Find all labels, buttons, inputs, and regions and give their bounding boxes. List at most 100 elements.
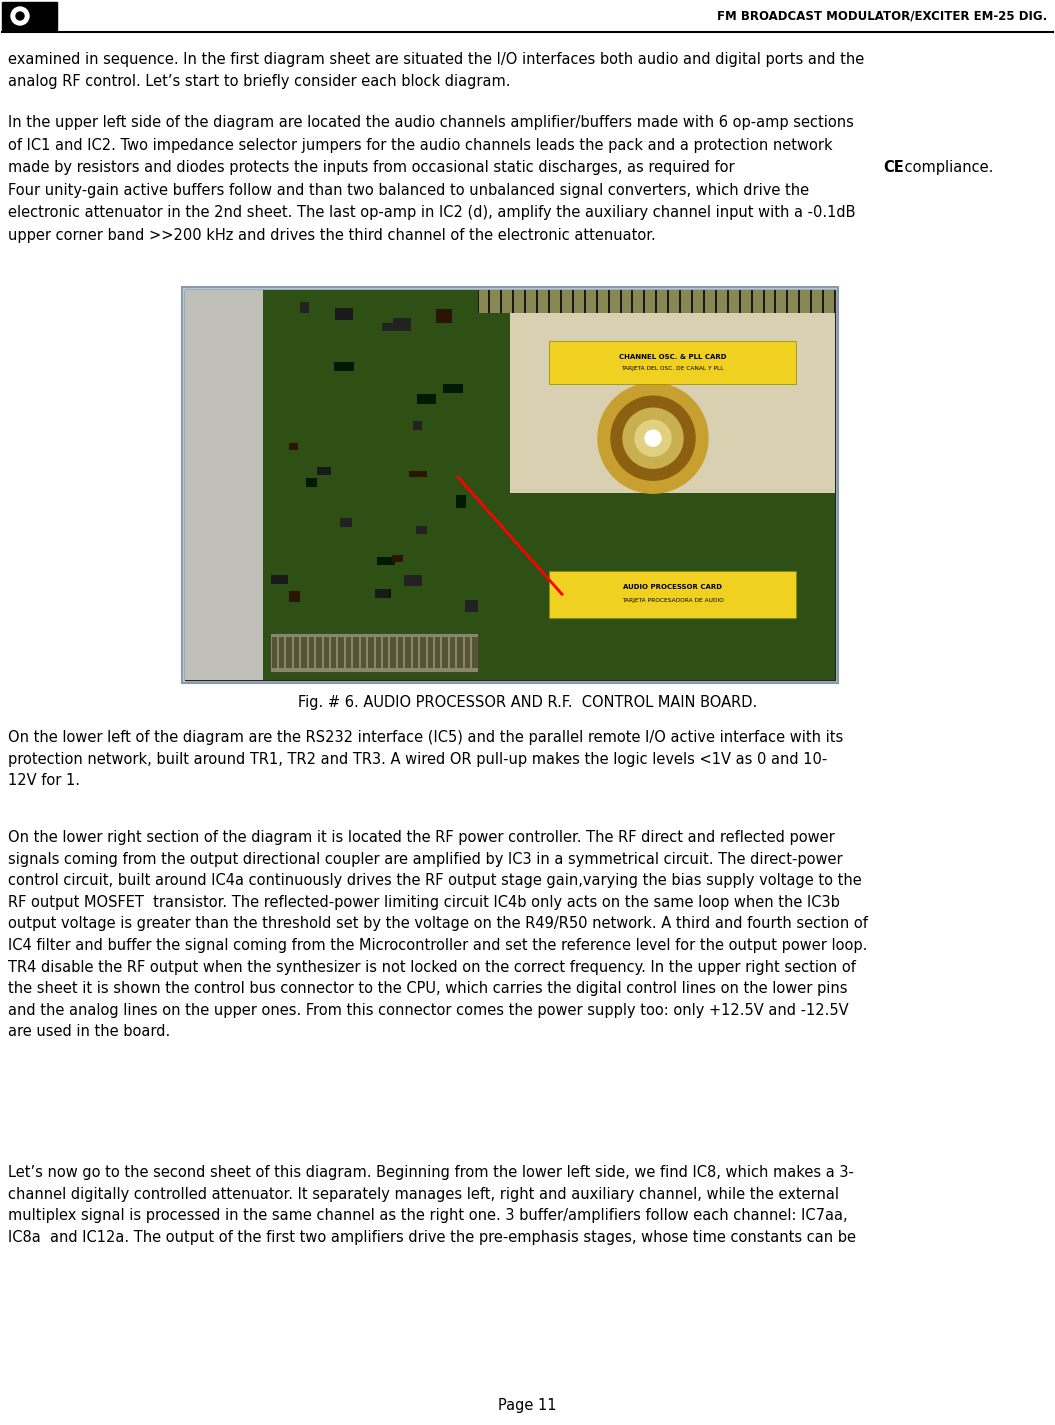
- Bar: [657, 291, 667, 314]
- Bar: [812, 291, 822, 314]
- Circle shape: [624, 408, 683, 469]
- Bar: [502, 291, 513, 314]
- Text: On the lower right section of the diagram it is located the RF power controller.: On the lower right section of the diagra…: [8, 829, 868, 1039]
- Circle shape: [645, 430, 661, 446]
- Bar: [413, 637, 418, 668]
- Text: On the lower left of the diagram are the RS232 interface (IC5) and the parallel : On the lower left of the diagram are the…: [8, 730, 843, 788]
- Bar: [279, 637, 285, 668]
- Bar: [801, 291, 810, 314]
- Text: Four unity-gain active buffers follow and than two balanced to unbalanced signal: Four unity-gain active buffers follow an…: [8, 182, 809, 198]
- Bar: [633, 291, 644, 314]
- Bar: [339, 637, 344, 668]
- Bar: [417, 395, 436, 403]
- Text: made by resistors and diodes protects the inputs from occasional static discharg: made by resistors and diodes protects th…: [8, 160, 740, 175]
- Bar: [383, 637, 388, 668]
- Bar: [682, 291, 691, 314]
- Bar: [824, 291, 835, 314]
- Circle shape: [11, 7, 28, 26]
- Bar: [465, 600, 478, 611]
- Bar: [409, 470, 427, 477]
- Bar: [741, 291, 750, 314]
- Bar: [586, 291, 596, 314]
- Bar: [449, 637, 455, 668]
- Bar: [183, 286, 838, 683]
- Text: TARJETA DEL OSC. DE CANAL Y PLL: TARJETA DEL OSC. DE CANAL Y PLL: [621, 366, 724, 370]
- Text: CE: CE: [883, 160, 904, 175]
- Bar: [289, 443, 299, 450]
- Text: examined in sequence. In the first diagram sheet are situated the I/O interfaces: examined in sequence. In the first diagr…: [8, 51, 864, 88]
- Bar: [390, 637, 396, 668]
- Circle shape: [16, 11, 24, 20]
- Bar: [382, 322, 400, 332]
- Bar: [269, 633, 478, 673]
- Bar: [377, 557, 395, 564]
- Bar: [457, 494, 466, 509]
- Bar: [562, 291, 572, 314]
- Text: In the upper left side of the diagram are located the audio channels amplifier/b: In the upper left side of the diagram ar…: [8, 115, 853, 130]
- Bar: [669, 291, 679, 314]
- Bar: [375, 589, 388, 598]
- Circle shape: [611, 396, 695, 480]
- Bar: [788, 291, 799, 314]
- Bar: [353, 637, 359, 668]
- Bar: [392, 318, 411, 332]
- Bar: [610, 291, 619, 314]
- Circle shape: [635, 420, 671, 456]
- Bar: [574, 291, 583, 314]
- Bar: [526, 291, 536, 314]
- Bar: [420, 637, 425, 668]
- Bar: [405, 637, 410, 668]
- Bar: [472, 637, 478, 668]
- Bar: [598, 291, 608, 314]
- Text: Let’s now go to the second sheet of this diagram. Beginning from the lower left : Let’s now go to the second sheet of this…: [8, 1166, 856, 1245]
- Bar: [478, 291, 835, 493]
- Bar: [271, 576, 288, 584]
- Text: Page 11: Page 11: [498, 1398, 557, 1414]
- Bar: [478, 291, 835, 314]
- Bar: [550, 291, 560, 314]
- Bar: [302, 637, 307, 668]
- Bar: [549, 341, 797, 383]
- Bar: [306, 479, 318, 486]
- Bar: [340, 519, 352, 527]
- Bar: [271, 637, 276, 668]
- Bar: [185, 291, 263, 680]
- Bar: [392, 554, 403, 561]
- Bar: [478, 493, 835, 680]
- Bar: [443, 383, 463, 393]
- Bar: [346, 637, 351, 668]
- Bar: [621, 291, 631, 314]
- Bar: [324, 637, 329, 668]
- Bar: [414, 422, 422, 430]
- Bar: [398, 637, 403, 668]
- Bar: [437, 309, 452, 323]
- Bar: [376, 637, 381, 668]
- Bar: [514, 291, 524, 314]
- Text: CHANNEL OSC. & PLL CARD: CHANNEL OSC. & PLL CARD: [618, 353, 726, 359]
- Bar: [310, 653, 325, 663]
- Bar: [491, 291, 500, 314]
- Text: FM BROADCAST MODULATOR/EXCITER EM-25 DIG.: FM BROADCAST MODULATOR/EXCITER EM-25 DIG…: [716, 10, 1047, 23]
- Bar: [300, 302, 309, 312]
- Bar: [316, 637, 322, 668]
- Bar: [316, 467, 331, 476]
- Text: Fig. # 6. AUDIO PROCESSOR AND R.F.  CONTROL MAIN BOARD.: Fig. # 6. AUDIO PROCESSOR AND R.F. CONTR…: [298, 695, 757, 710]
- Text: TARJETA PROCESADORA DE AUDIO: TARJETA PROCESADORA DE AUDIO: [621, 598, 724, 603]
- Bar: [309, 637, 314, 668]
- Text: of IC1 and IC2. Two impedance selector jumpers for the audio channels leads the : of IC1 and IC2. Two impedance selector j…: [8, 138, 832, 152]
- Bar: [729, 291, 738, 314]
- Bar: [263, 291, 510, 680]
- Bar: [716, 291, 727, 314]
- Bar: [427, 637, 433, 668]
- Bar: [457, 637, 463, 668]
- Text: compliance.: compliance.: [901, 160, 994, 175]
- Bar: [331, 637, 337, 668]
- Text: M: M: [34, 6, 59, 28]
- Bar: [417, 526, 426, 534]
- Text: upper corner band >>200 kHz and drives the third channel of the electronic atten: upper corner band >>200 kHz and drives t…: [8, 228, 656, 244]
- Bar: [479, 291, 488, 314]
- Bar: [776, 291, 786, 314]
- Bar: [435, 637, 440, 668]
- Bar: [538, 291, 548, 314]
- Bar: [334, 362, 353, 372]
